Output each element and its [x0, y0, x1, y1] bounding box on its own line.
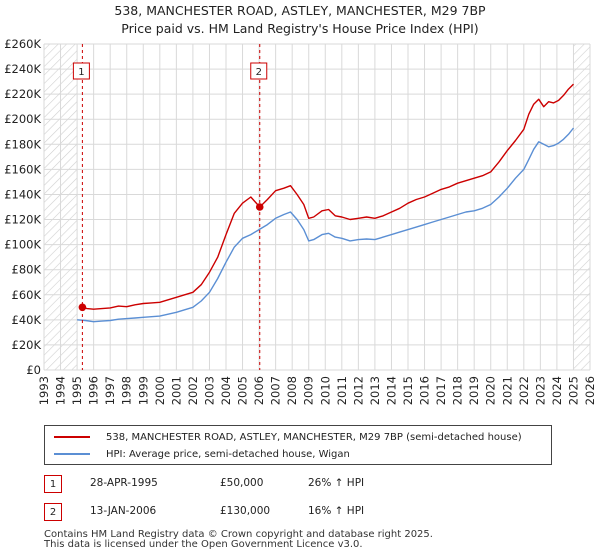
- x-tick-label: 2009: [302, 376, 316, 405]
- chart-title-address: 538, MANCHESTER ROAD, ASTLEY, MANCHESTER…: [114, 3, 486, 18]
- x-tick-label: 2024: [550, 376, 564, 405]
- x-tick-label: 2010: [318, 376, 332, 405]
- sale-marker-number: 1: [78, 67, 84, 78]
- sale-badge: 1: [44, 475, 62, 493]
- footer-line-2: This data is licensed under the Open Gov…: [44, 539, 363, 550]
- x-tick-label: 2015: [401, 376, 415, 405]
- sale-point: [78, 303, 87, 312]
- legend-swatch-property: [54, 436, 90, 438]
- property-price-line: [82, 83, 574, 310]
- x-tick-label: 2007: [269, 376, 283, 405]
- price-chart: £0 £20K £40K £60K £80K £100K £120K £140K £160K £1…: [4, 37, 597, 405]
- sale-marker-box: [250, 62, 268, 80]
- x-tick-label: 2014: [384, 376, 398, 405]
- sale-point: [255, 203, 264, 211]
- y-tick-label: £220K: [4, 87, 41, 101]
- x-tick-label: 2012: [351, 376, 365, 405]
- x-tick-label: 1996: [87, 376, 101, 405]
- x-tick-label: 2001: [169, 376, 183, 405]
- y-tick-label: £240K: [4, 62, 41, 76]
- y-tick-label: £0: [26, 363, 41, 377]
- x-tick-label: 2020: [484, 376, 498, 405]
- sale-marker-number: 2: [256, 67, 262, 78]
- x-tick-label: 1994: [54, 376, 68, 405]
- x-tick-label: 1998: [120, 376, 134, 405]
- legend-item-property: 538, MANCHESTER ROAD, ASTLEY, MANCHESTER…: [54, 429, 522, 445]
- x-tick-label: 2000: [153, 376, 167, 405]
- sale-hpi-change: 26% ↑ HPI: [308, 477, 365, 489]
- footer-attribution: Contains HM Land Registry data © Crown c…: [44, 530, 433, 550]
- y-tick-label: £120K: [4, 213, 41, 227]
- x-tick-label: 2022: [517, 376, 531, 405]
- y-tick-label: £40K: [12, 313, 42, 327]
- sale-badge: 2: [44, 503, 62, 521]
- footer-line-1: Contains HM Land Registry data © Crown c…: [44, 529, 433, 540]
- x-tick-label: 2011: [335, 376, 349, 405]
- y-tick-label: £140K: [4, 187, 41, 201]
- x-tick-label: 1993: [37, 376, 51, 405]
- y-tick-label: £200K: [4, 112, 41, 126]
- x-tick-label: 2002: [186, 376, 200, 405]
- x-tick-label: 2018: [451, 376, 465, 405]
- x-tick-label: 2019: [467, 376, 481, 405]
- x-tick-label: 1997: [103, 376, 117, 405]
- chart-title-block: 538, MANCHESTER ROAD, ASTLEY, MANCHESTER…: [0, 2, 600, 38]
- x-tick-label: 2008: [285, 376, 299, 405]
- legend-swatch-hpi: [54, 453, 90, 455]
- x-tick-label: 2017: [434, 376, 448, 405]
- sale-date: 28-APR-1995: [90, 477, 158, 489]
- y-tick-label: £20K: [12, 338, 42, 352]
- x-tick-label: 2004: [219, 376, 233, 405]
- y-tick-label: £260K: [4, 37, 41, 51]
- y-tick-label: £180K: [4, 137, 41, 151]
- x-tick-label: 2005: [236, 376, 250, 405]
- x-tick-label: 2003: [202, 376, 216, 405]
- hatched-region: [573, 44, 590, 370]
- y-tick-label: £100K: [4, 238, 41, 252]
- x-tick-label: 2026: [583, 376, 597, 405]
- y-tick-label: £160K: [4, 162, 41, 176]
- sale-hpi-change: 16% ↑ HPI: [308, 505, 365, 517]
- chart-legend: 538, MANCHESTER ROAD, ASTLEY, MANCHESTER…: [44, 425, 552, 465]
- x-tick-label: 1995: [70, 376, 84, 405]
- sale-date: 13-JAN-2006: [90, 505, 157, 517]
- legend-label-hpi: HPI: Average price, semi-detached house,…: [106, 448, 350, 460]
- legend-label-property: 538, MANCHESTER ROAD, ASTLEY, MANCHESTER…: [106, 431, 522, 443]
- sale-price: £130,000: [220, 505, 271, 517]
- x-tick-label: 2021: [500, 376, 514, 405]
- hpi-line: [77, 127, 575, 323]
- chart-subtitle: Price paid vs. HM Land Registry's House …: [121, 21, 479, 36]
- x-tick-label: 2006: [252, 376, 266, 405]
- legend-item-hpi: HPI: Average price, semi-detached house,…: [54, 446, 350, 462]
- y-tick-label: £60K: [12, 288, 42, 302]
- x-tick-label: 1999: [136, 376, 150, 405]
- x-tick-label: 2025: [566, 376, 580, 405]
- x-tick-label: 2013: [368, 376, 382, 405]
- sale-price: £50,000: [220, 477, 264, 489]
- x-tick-label: 2016: [418, 376, 432, 405]
- sale-marker-box: [72, 62, 90, 80]
- y-tick-label: £80K: [12, 263, 42, 277]
- x-tick-label: 2023: [533, 376, 547, 405]
